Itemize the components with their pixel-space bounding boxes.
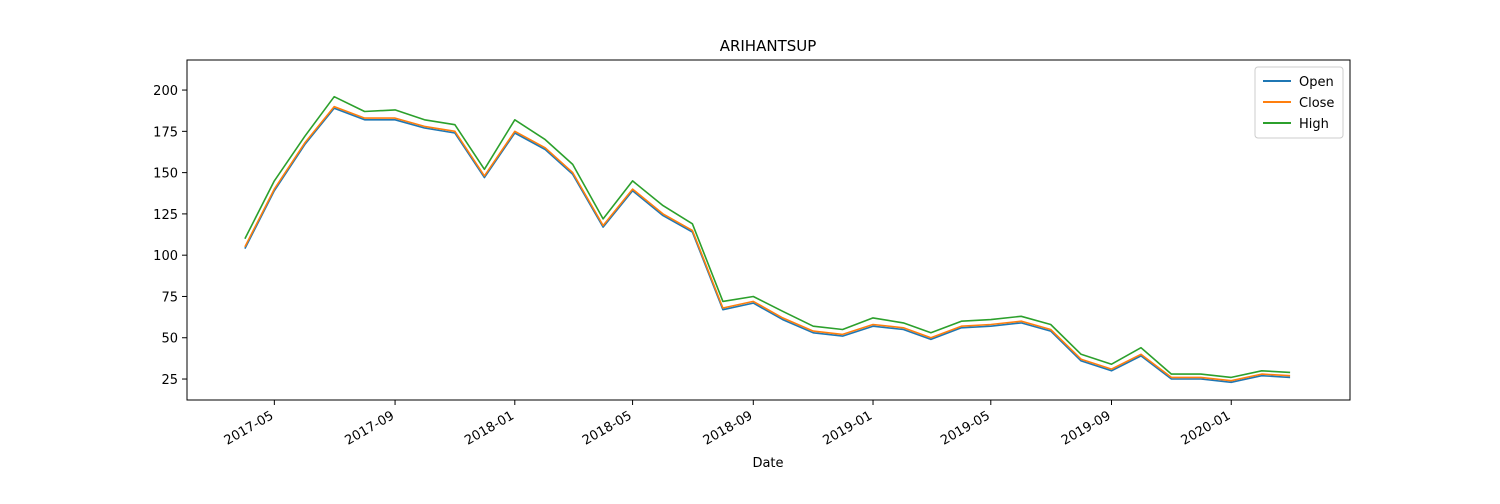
legend-label: Close: [1299, 96, 1334, 111]
series-line: [244, 105, 1291, 382]
y-tick-label: 175: [153, 125, 178, 140]
y-tick-label: 75: [161, 290, 178, 305]
series-line: [244, 95, 1291, 379]
plot-frame: [186, 59, 1351, 401]
y-tick-label: 50: [161, 332, 178, 347]
legend-label: Open: [1299, 75, 1334, 90]
legend: Open Close High: [1254, 66, 1344, 139]
legend-box: [1254, 66, 1344, 139]
y-tick-label: 200: [153, 84, 178, 99]
y-tick-label: 100: [153, 249, 178, 264]
y-tick-label: 25: [161, 373, 178, 388]
chart-title: ARIHANTSUP: [720, 37, 817, 55]
legend-label: High: [1299, 117, 1329, 132]
x-axis-label: Date: [752, 456, 783, 471]
y-tick-label: 125: [153, 208, 178, 223]
y-tick-label: 150: [153, 167, 178, 182]
series-line: [244, 107, 1291, 384]
